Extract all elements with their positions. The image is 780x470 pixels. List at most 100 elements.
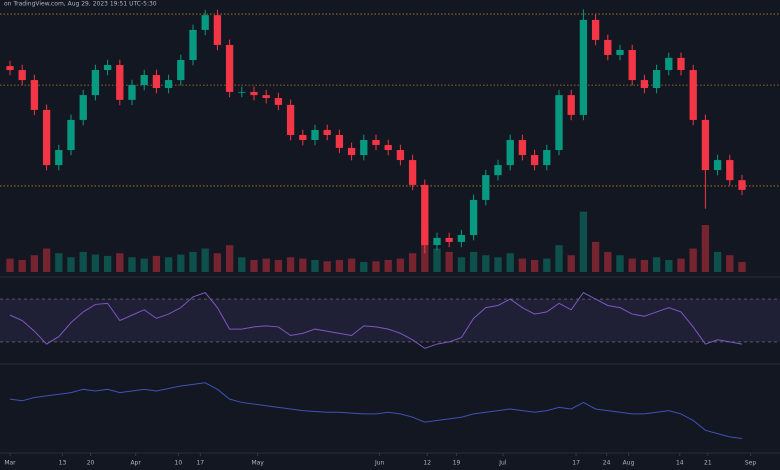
volume-bar xyxy=(506,253,514,272)
volume-bar xyxy=(738,261,746,272)
x-tick-label: 19 xyxy=(453,460,461,467)
volume-bar xyxy=(567,255,575,272)
candle-body xyxy=(311,129,319,140)
candle-body xyxy=(372,140,380,146)
volume-bar xyxy=(433,248,441,272)
candle-body xyxy=(579,19,588,115)
volume-bar xyxy=(445,251,453,272)
x-tick-label: 17 xyxy=(572,460,580,467)
volume-bar xyxy=(299,258,307,272)
candle-body xyxy=(250,91,258,96)
x-tick-label: 13 xyxy=(59,460,67,467)
volume-bar xyxy=(665,259,673,272)
volume-bar xyxy=(286,257,295,272)
candle-body xyxy=(384,145,392,151)
candle-body xyxy=(628,49,636,81)
volume-bar xyxy=(701,225,710,272)
candle-body xyxy=(238,91,246,93)
candle-body xyxy=(274,98,283,105)
candle-body xyxy=(286,104,295,135)
volume-bar xyxy=(518,258,527,272)
volume-bar xyxy=(116,253,124,272)
volume-bar xyxy=(177,254,185,272)
candle-body xyxy=(543,150,551,166)
chart-title: on TradingView.com, Aug 29, 2023 19:51 U… xyxy=(4,1,157,8)
candle-body xyxy=(30,80,39,110)
candle-body xyxy=(91,70,100,96)
volume-bar xyxy=(543,258,551,272)
volume-bar xyxy=(469,251,478,272)
volume-bar xyxy=(482,255,490,272)
x-tick-label: Jun xyxy=(374,460,385,467)
x-tick-label: May xyxy=(251,460,264,467)
volume-bar xyxy=(689,248,697,272)
volume-bar xyxy=(103,255,112,272)
candle-body xyxy=(360,140,368,156)
candle-body xyxy=(164,80,173,88)
candle-body xyxy=(738,180,746,190)
volume-bar xyxy=(360,261,368,272)
candle-body xyxy=(665,57,673,71)
candle-body xyxy=(67,119,75,151)
volume-bar xyxy=(30,255,39,272)
candle-body xyxy=(518,140,527,156)
x-tick-label: 10 xyxy=(175,460,183,467)
candle-body xyxy=(457,235,466,242)
candle-body xyxy=(713,160,722,171)
candle-body xyxy=(506,140,514,166)
x-tick-label: Aug xyxy=(623,460,635,467)
x-tick-label: Jul xyxy=(498,460,507,467)
obv-line xyxy=(9,382,743,440)
volume-bar xyxy=(677,258,685,272)
candle-body xyxy=(591,19,600,40)
volume-bar xyxy=(55,253,63,272)
x-tick-label: 21 xyxy=(704,460,712,467)
candle-body xyxy=(225,44,234,92)
volume-bar xyxy=(262,258,270,272)
candle-body xyxy=(213,15,222,45)
volume-bar xyxy=(652,257,661,272)
volume-bar xyxy=(323,261,331,272)
candle-body xyxy=(652,70,661,88)
volume-bar xyxy=(457,257,466,272)
x-tick-label: Mar xyxy=(4,460,16,467)
candle-body xyxy=(677,57,685,71)
candle-body xyxy=(701,119,710,171)
volume-bar xyxy=(335,259,344,272)
volume-bar xyxy=(591,241,600,272)
volume-bar xyxy=(67,257,75,272)
volume-bar xyxy=(494,257,502,272)
candle-body xyxy=(689,70,697,120)
candle-body xyxy=(433,237,441,246)
candle-body xyxy=(567,95,575,115)
candle-body xyxy=(189,29,197,61)
volume-bar xyxy=(189,251,197,272)
candle-body xyxy=(18,70,26,81)
volume-bar xyxy=(384,259,392,272)
candle-body xyxy=(116,65,124,100)
x-tick-label: 12 xyxy=(423,460,431,467)
volume-bar xyxy=(408,253,417,272)
volume-bar xyxy=(201,248,209,272)
rsi-line xyxy=(9,291,743,349)
candle-body xyxy=(469,199,478,236)
volume-bar xyxy=(640,259,649,272)
candle-body xyxy=(445,237,453,242)
candle-body xyxy=(262,95,270,99)
x-tick-label: 14 xyxy=(676,460,684,467)
candle-body xyxy=(555,95,563,151)
candle-body xyxy=(347,147,356,156)
volume-bar xyxy=(555,245,563,272)
candle-body xyxy=(726,160,734,181)
volume-bar xyxy=(152,255,161,272)
volume-bar xyxy=(238,257,246,272)
candle-body xyxy=(42,109,51,166)
volume-bar xyxy=(128,257,136,272)
candle-body xyxy=(103,65,112,71)
volume-bar xyxy=(6,258,14,272)
candle-body xyxy=(140,75,148,86)
candle-body xyxy=(177,60,185,81)
volume-bar xyxy=(79,251,87,272)
